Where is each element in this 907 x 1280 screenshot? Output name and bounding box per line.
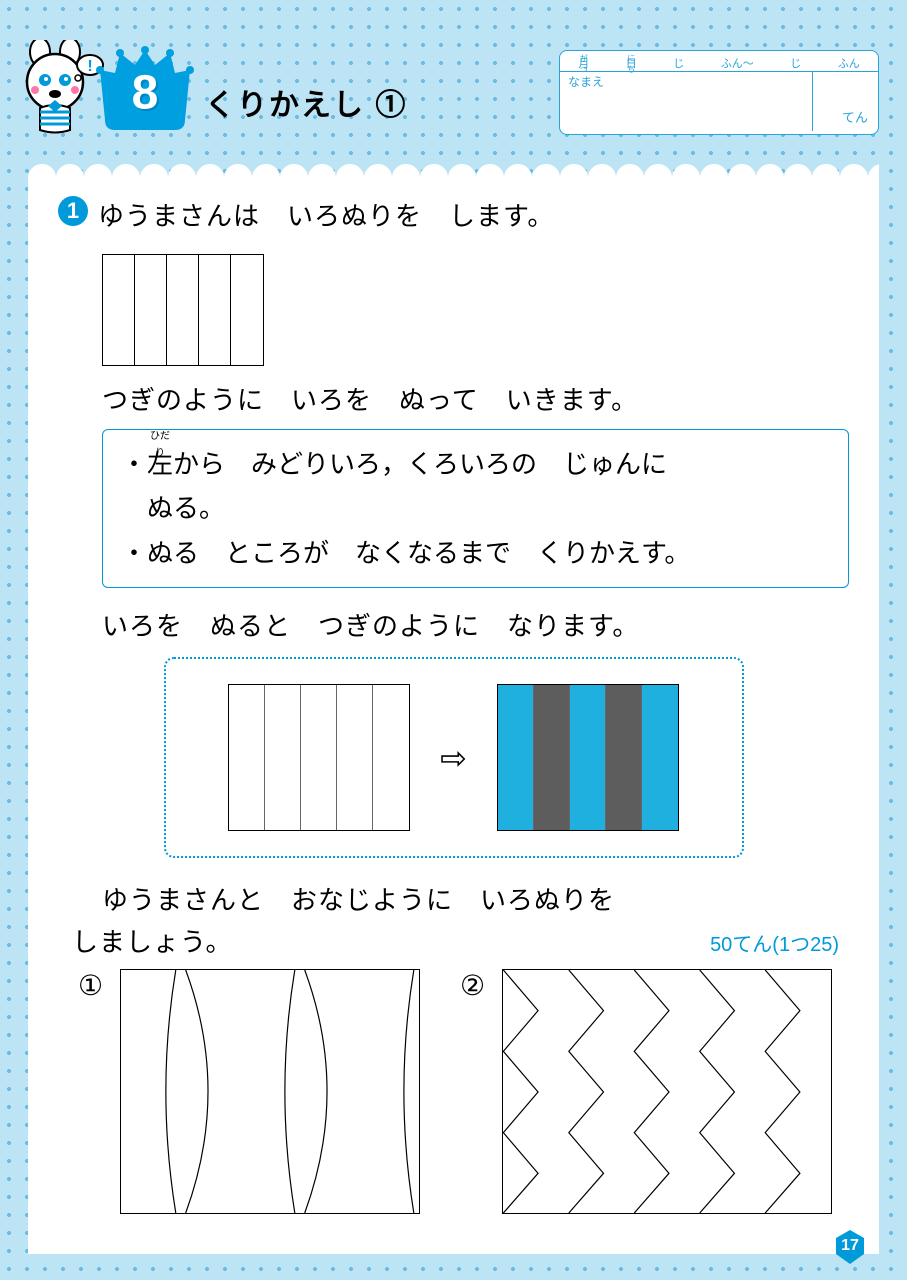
problem-1-label: ① (78, 969, 110, 1002)
scallop-border (28, 150, 879, 178)
svg-text:!: ! (87, 58, 92, 75)
score-label: てん (842, 107, 868, 126)
info-date-row: がつ月 にち日 じ ふん〜 じ ふん (560, 55, 878, 71)
rule-1: ・ひだり左から みどりいろ，くろいろの じゅんに ぬる。 (121, 442, 830, 530)
rule-2: ・ぬる ところが なくなるまで くりかえす。 (121, 531, 830, 575)
problem-1: ① (78, 969, 420, 1214)
points-label: 50てん(1つ25) (710, 928, 839, 957)
question-text-4b: しましょう。 (72, 922, 232, 964)
page-number: 17 (841, 1237, 859, 1255)
problem-2-figure (502, 969, 832, 1214)
example-grid-before (228, 684, 410, 831)
question-text-3: いろを ぬると つぎのように なります。 (102, 606, 849, 648)
question-text-4a: ゆうまさんと おなじように いろぬりを (102, 880, 849, 922)
main-content: 1 ゆうまさんは いろぬりを します。 つぎのように いろを ぬって いきます。… (28, 178, 879, 1254)
rules-box: ・ひだり左から みどりいろ，くろいろの じゅんに ぬる。 ・ぬる ところが なく… (102, 429, 849, 588)
question-text-2: つぎのように いろを ぬって いきます。 (102, 380, 849, 422)
lesson-title: くりかえし ① (205, 80, 407, 124)
problem-2-label: ② (460, 969, 492, 1002)
page-header: ! 8 くりかえし ① がつ月 にち日 じ ふん〜 じ ふん なまえ てん (0, 0, 907, 150)
question-number-badge: 1 (58, 196, 88, 226)
question-text-1: ゆうまさんは いろぬりを します。 (98, 196, 554, 238)
example-box: ⇨ (164, 657, 744, 858)
lesson-crown-badge: 8 (95, 45, 195, 135)
blank-grid (102, 254, 264, 366)
example-grid-after (497, 684, 679, 831)
arrow-icon: ⇨ (440, 739, 467, 777)
page-number-badge: 17 (833, 1228, 867, 1266)
lesson-number: 8 (132, 65, 159, 120)
mascot-icon: ! (20, 40, 105, 135)
name-label: なまえ (568, 73, 604, 90)
problem-2: ② (460, 969, 832, 1214)
info-box: がつ月 にち日 じ ふん〜 じ ふん なまえ てん (559, 50, 879, 135)
problem-1-figure (120, 969, 420, 1214)
